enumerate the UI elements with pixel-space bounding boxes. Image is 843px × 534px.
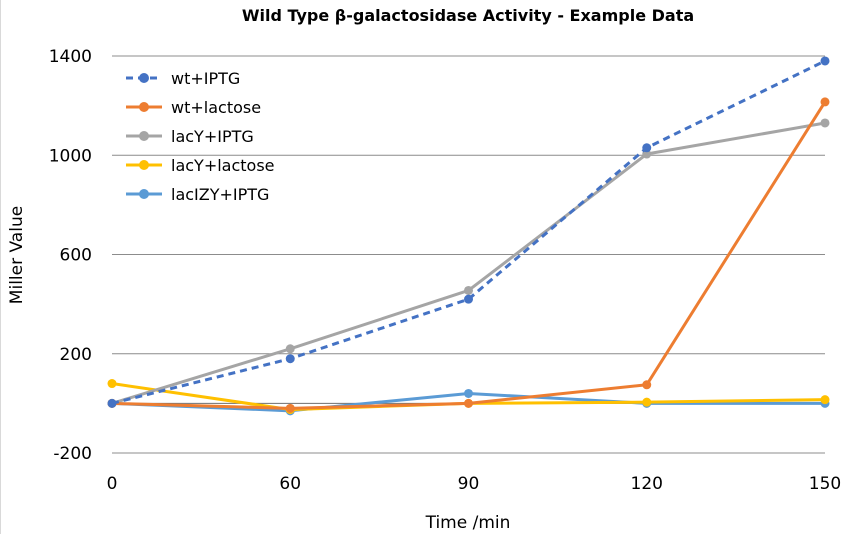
y-tick-label: 200: [60, 345, 92, 365]
y-tick-label: -200: [53, 444, 92, 464]
x-tick-label: 120: [631, 474, 663, 494]
x-tick-label: 90: [458, 474, 480, 494]
data-point: [107, 379, 117, 389]
y-tick-label: 1000: [49, 146, 92, 166]
data-point: [464, 388, 473, 398]
legend-label: wt+IPTG: [171, 69, 240, 88]
legend-entry: lacY+lactose: [126, 156, 275, 175]
x-tick-label: 150: [809, 474, 841, 494]
data-point: [820, 97, 830, 107]
legend-marker: [139, 189, 149, 199]
data-point: [642, 397, 652, 407]
legend-label: lacY+lactose: [171, 156, 275, 175]
data-point: [285, 403, 295, 413]
data-point: [820, 56, 830, 66]
legend-marker: [139, 102, 149, 112]
gridlines: [112, 55, 825, 454]
chart-title: Wild Type β-galactosidase Activity - Exa…: [241, 6, 695, 25]
data-point: [820, 395, 830, 405]
x-axis-title: Time /min: [425, 513, 511, 533]
data-point: [642, 143, 652, 153]
x-tick-label: 0: [107, 474, 118, 494]
series-line: [111, 59, 826, 405]
legend: wt+IPTG wt+lactose lacY+IPTG lacY+lactose la…: [126, 69, 275, 204]
legend-marker: [139, 73, 149, 83]
data-point: [642, 380, 652, 390]
legend-label: lacIZY+IPTG: [171, 185, 269, 204]
series-lines: [107, 56, 830, 416]
legend-marker: [139, 131, 149, 141]
y-axis-title: Miller Value: [7, 206, 27, 304]
legend-label: wt+lactose: [171, 98, 261, 117]
legend-entry: wt+IPTG: [126, 69, 240, 88]
data-point: [285, 344, 295, 354]
series-line: [111, 101, 827, 410]
legend-entry: lacIZY+IPTG: [126, 185, 269, 204]
y-tick-label: 600: [60, 246, 92, 266]
y-tick-label: 1400: [49, 47, 92, 67]
series-wt-iptg: [107, 56, 830, 408]
data-point: [820, 118, 830, 128]
data-point: [642, 149, 652, 159]
legend-marker: [139, 160, 149, 170]
x-tick-label: 60: [279, 474, 301, 494]
data-point: [285, 354, 295, 364]
legend-entry: wt+lactose: [126, 98, 261, 117]
data-point: [464, 398, 473, 408]
legend-entry: lacY+IPTG: [126, 127, 254, 146]
data-point: [107, 398, 117, 408]
data-point: [464, 285, 473, 295]
legend-label: lacY+IPTG: [171, 127, 254, 146]
axes: -200 200 600 1000 1400 0 60 90 120 150: [49, 47, 841, 494]
data-point: [464, 294, 473, 304]
